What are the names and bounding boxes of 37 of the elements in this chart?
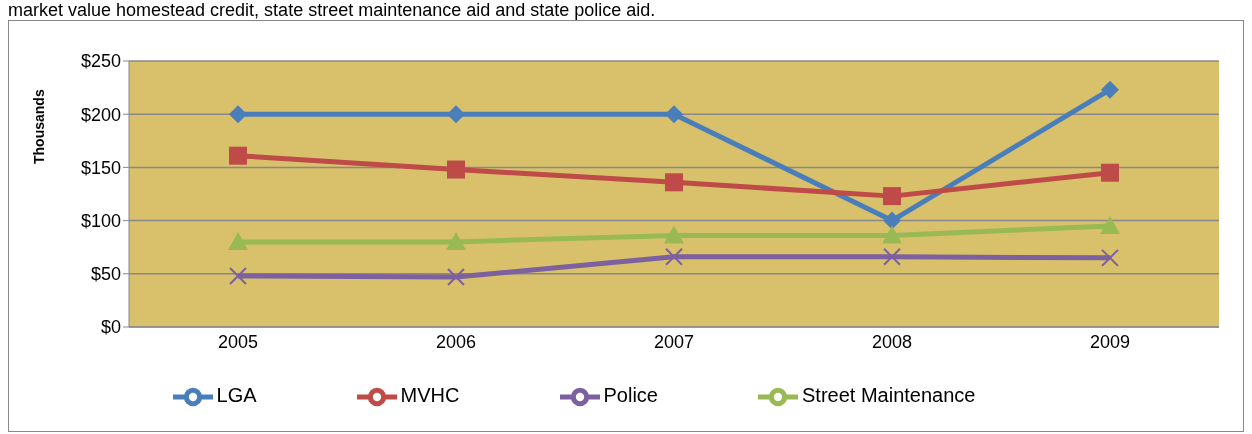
point (883, 211, 901, 230)
point (229, 266, 247, 285)
point (1101, 80, 1119, 99)
y-tick-label: $250 (80, 51, 121, 72)
y-axis-title: Thousands (30, 89, 47, 164)
point (1100, 215, 1120, 234)
point (447, 105, 465, 124)
y-tick-label: $0 (100, 317, 121, 338)
text: market value homestead credit, state street maintenance aid and state police aid. (8, 0, 657, 20)
point (883, 247, 901, 266)
y-tick-label: $200 (80, 104, 121, 125)
x-tick-label: 2006 (435, 331, 477, 352)
point (665, 105, 683, 124)
point (665, 173, 683, 192)
legend-label: LGA (216, 384, 257, 407)
x-tick-label: 2007 (653, 331, 695, 352)
x-tick-label: 2009 (1089, 331, 1131, 352)
point (1101, 248, 1119, 267)
y-tick-label: $100 (80, 210, 121, 231)
point (229, 105, 247, 124)
point (665, 247, 683, 266)
legend-label: Street Maintenance (801, 384, 976, 407)
point (664, 225, 684, 244)
point (229, 146, 247, 165)
point (446, 231, 466, 250)
point (883, 187, 901, 206)
point (882, 225, 902, 244)
point (447, 160, 465, 179)
legend-label: MVHC (400, 384, 460, 407)
point (447, 267, 465, 286)
point (1101, 163, 1119, 182)
y-tick-label: $50 (90, 264, 121, 285)
legend-label: Police (603, 384, 658, 407)
x-tick-label: 2008 (871, 331, 913, 352)
y-tick-label: $150 (80, 157, 121, 178)
x-tick-label: 2005 (217, 331, 259, 352)
point (228, 231, 248, 250)
